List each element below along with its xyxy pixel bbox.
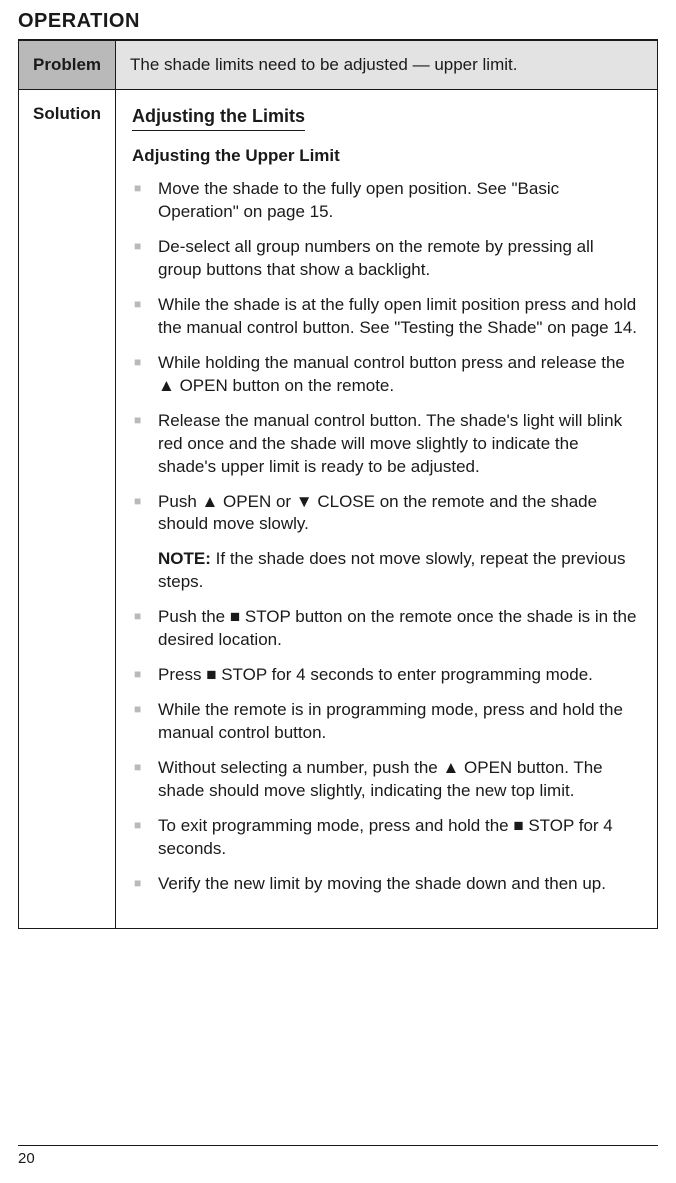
problem-row: Problem The shade limits need to be adju… [19, 41, 658, 90]
troubleshooting-table: Problem The shade limits need to be adju… [18, 40, 658, 929]
note-label: NOTE: [158, 549, 211, 568]
problem-text: The shade limits need to be adjusted — u… [116, 41, 658, 90]
list-item: De-select all group numbers on the remot… [132, 236, 641, 282]
list-item: Press ■ STOP for 4 seconds to enter prog… [132, 664, 641, 687]
solution-content: Adjusting the Limits Adjusting the Upper… [116, 90, 658, 929]
footer-divider [18, 1145, 658, 1146]
solution-subheading: Adjusting the Upper Limit [132, 145, 641, 168]
page-footer: 20 [18, 1145, 658, 1167]
steps-list-2: Push the ■ STOP button on the remote onc… [132, 606, 641, 895]
problem-label: Problem [19, 41, 116, 90]
page-number: 20 [18, 1150, 658, 1167]
solution-label: Solution [19, 90, 116, 929]
steps-list-1: Move the shade to the fully open positio… [132, 178, 641, 536]
list-item: Release the manual control button. The s… [132, 410, 641, 479]
list-item: Push the ■ STOP button on the remote onc… [132, 606, 641, 652]
list-item: While holding the manual control button … [132, 352, 641, 398]
list-item: Push ▲ OPEN or ▼ CLOSE on the remote and… [132, 491, 641, 537]
list-item: Move the shade to the fully open positio… [132, 178, 641, 224]
list-item: While the remote is in programming mode,… [132, 699, 641, 745]
section-title: OPERATION [18, 10, 658, 33]
list-item: Without selecting a number, push the ▲ O… [132, 757, 641, 803]
solution-heading: Adjusting the Limits [132, 104, 305, 131]
note-text-content: If the shade does not move slowly, repea… [158, 549, 625, 591]
solution-row: Solution Adjusting the Limits Adjusting … [19, 90, 658, 929]
list-item: Verify the new limit by moving the shade… [132, 873, 641, 896]
note: NOTE: If the shade does not move slowly,… [132, 548, 641, 594]
list-item: To exit programming mode, press and hold… [132, 815, 641, 861]
list-item: While the shade is at the fully open lim… [132, 294, 641, 340]
